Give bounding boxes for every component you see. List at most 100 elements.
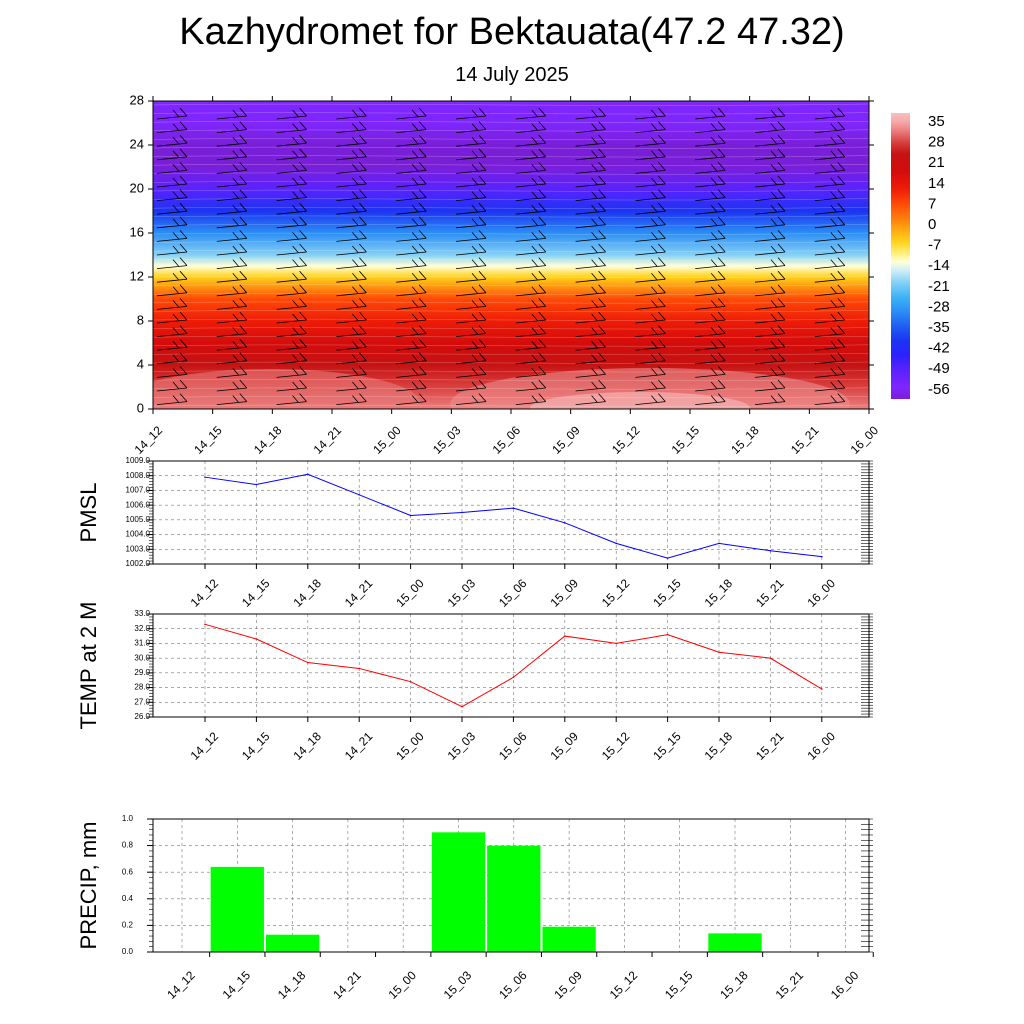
wind-barb — [156, 230, 188, 242]
wind-barb — [695, 325, 726, 337]
wind-barb — [695, 162, 726, 174]
wind-barb — [515, 352, 547, 365]
wind-barb — [515, 270, 547, 283]
wind-barb — [336, 338, 367, 351]
data-point — [615, 642, 617, 645]
wind-barb — [695, 230, 726, 242]
wind-barb — [635, 216, 666, 229]
y-tick-label: 0.4 — [122, 894, 134, 903]
data-point — [666, 633, 669, 636]
wind-barb — [276, 134, 307, 147]
data-point — [255, 483, 258, 486]
wind-barb — [156, 298, 188, 310]
wind-barb — [814, 162, 846, 174]
wind-barb — [515, 134, 547, 147]
colorbar-label: 14 — [928, 175, 945, 192]
wind-barb — [455, 325, 487, 337]
y-tick-label: 27.0 — [134, 697, 150, 706]
wind-barb — [276, 107, 307, 120]
wind-barb — [156, 175, 188, 188]
contour-line — [153, 112, 869, 115]
wind-barb — [216, 134, 248, 147]
x-tick-label: 15_15 — [662, 968, 696, 1002]
temperature-2m-panel: 26.0 27.0 28.0 29.0 30.0 31.0 32.0 33.0 14_12 14_… — [76, 602, 873, 763]
colorbar-ramp — [891, 113, 910, 399]
contour-line — [153, 396, 869, 399]
wind-barb — [336, 311, 367, 324]
wind-barb — [754, 230, 786, 242]
wind-barb — [216, 352, 248, 365]
wind-barb — [336, 175, 367, 188]
wind-barb — [814, 230, 846, 242]
contour-line — [153, 103, 869, 106]
wind-barb — [515, 230, 547, 242]
contour-line — [153, 301, 869, 304]
panel-frame — [152, 818, 870, 953]
contour-line — [153, 370, 869, 373]
wind-barb — [754, 202, 786, 215]
wind-barb — [695, 257, 726, 269]
y-tick-label: 1006.0 — [126, 500, 151, 509]
colorbar-label: -49 — [928, 360, 950, 377]
data-point — [358, 667, 361, 670]
y-tick-label: 1003.0 — [126, 544, 151, 553]
contour-line — [153, 249, 869, 252]
contour-line — [153, 404, 869, 407]
chart-title: Kazhydromet for Bektauata(47.2 47.32) — [179, 11, 845, 53]
wind-barb — [396, 134, 427, 147]
contour-line — [153, 275, 869, 278]
x-tick-label: 15_03 — [445, 729, 479, 763]
wind-barb — [695, 175, 726, 188]
wind-barb — [814, 338, 846, 351]
colorbar-label: -7 — [928, 237, 941, 254]
wind-barb — [336, 366, 367, 378]
y-tick-label: 20 — [130, 180, 144, 195]
x-tick-label: 14_12 — [132, 423, 166, 457]
wind-barb — [635, 148, 666, 161]
wind-barb — [515, 298, 547, 310]
wind-barb — [336, 352, 367, 365]
colorbar-label: 0 — [928, 216, 936, 233]
wind-barb — [754, 216, 786, 229]
wind-barb — [216, 243, 248, 256]
wind-barb — [635, 270, 666, 283]
wind-barb — [635, 366, 666, 378]
wind-barb — [754, 284, 786, 297]
x-tick-label: 15_15 — [650, 729, 684, 763]
wind-barb — [276, 298, 307, 310]
wind-barb — [455, 175, 487, 188]
wind-barb — [814, 311, 846, 324]
wind-barb — [515, 257, 547, 269]
wind-barb — [216, 175, 248, 188]
pmsl-panel: 1002.0 1003.0 1004.0 1005.0 1006.0 1007.0 1008… — [76, 456, 873, 610]
wind-barb — [515, 393, 547, 405]
wind-barb — [754, 311, 786, 324]
wind-barb — [635, 298, 666, 310]
colorbar-label: 35 — [928, 113, 945, 130]
contour-line — [153, 241, 869, 244]
wind-barb — [396, 270, 427, 283]
wind-barb — [575, 338, 606, 351]
wind-barb — [515, 216, 547, 229]
x-tick-label: 15_09 — [547, 576, 581, 610]
data-point — [821, 555, 823, 558]
wind-barb — [575, 243, 606, 256]
y-tick-label: 24 — [130, 136, 144, 151]
wind-barb — [515, 189, 547, 201]
wind-barb — [156, 134, 188, 147]
wind-barb — [575, 162, 606, 174]
wind-barb — [336, 107, 367, 120]
wind-barb — [814, 243, 846, 256]
wind-barb — [396, 284, 427, 297]
wind-barb — [695, 311, 726, 324]
wind-barb — [336, 257, 367, 269]
x-tick-label: 15_18 — [717, 968, 751, 1002]
minor-ticks — [149, 460, 873, 565]
wind-barb — [276, 393, 307, 405]
contour-line — [153, 284, 869, 287]
wind-barb — [276, 162, 307, 174]
y-axis-label: PRECIP, mm — [76, 822, 101, 950]
colorbar-label: -28 — [928, 298, 950, 315]
y-tick-label: 12 — [130, 268, 144, 283]
wind-barb — [754, 366, 786, 378]
